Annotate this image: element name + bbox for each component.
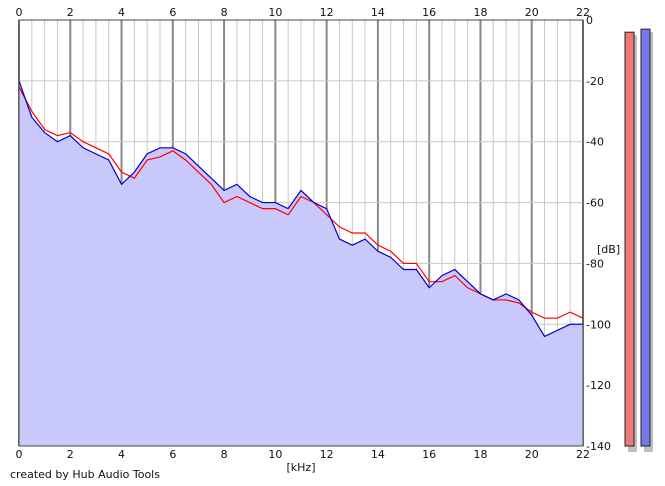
x-tick-label-top: 20 — [525, 6, 539, 19]
y-tick-label: -80 — [586, 257, 604, 270]
spectrum-fill-area — [19, 80, 583, 446]
x-tick-label-top: 6 — [169, 6, 176, 19]
x-tick-label-top: 16 — [422, 6, 436, 19]
x-tick-label-bottom: 4 — [118, 448, 125, 461]
blue-channel-line — [18, 80, 583, 338]
x-tick-label-bottom: 22 — [576, 448, 590, 461]
x-tick-label-bottom: 12 — [320, 448, 334, 461]
y-tick-label: -60 — [586, 197, 604, 210]
y-tick-label: -100 — [586, 318, 611, 331]
x-tick-label-bottom: 6 — [169, 448, 176, 461]
x-tick-label-bottom: 10 — [268, 448, 282, 461]
x-tick-label-bottom: 0 — [16, 448, 23, 461]
x-tick-label-bottom: 16 — [422, 448, 436, 461]
x-tick-label-top: 4 — [118, 6, 125, 19]
x-tick-label-top: 2 — [67, 6, 74, 19]
level-meter-blue — [640, 28, 651, 447]
credit-text: created by Hub Audio Tools — [10, 468, 160, 481]
x-tick-label-bottom: 18 — [473, 448, 487, 461]
y-tick-label: 0 — [586, 14, 593, 27]
x-axis-label: [kHz] — [287, 461, 316, 474]
x-tick-label-top: 12 — [320, 6, 334, 19]
x-tick-label-top: 10 — [268, 6, 282, 19]
x-tick-label-top: 14 — [371, 6, 385, 19]
x-tick-label-top: 8 — [221, 6, 228, 19]
y-tick-label: -20 — [586, 75, 604, 88]
y-tick-label: -40 — [586, 136, 604, 149]
tick-labels: 002244668810101212141416161818202022220-… — [16, 6, 611, 461]
level-meter-red — [624, 31, 635, 447]
x-tick-label-bottom: 20 — [525, 448, 539, 461]
x-tick-label-top: 22 — [576, 6, 590, 19]
x-tick-label-bottom: 2 — [67, 448, 74, 461]
y-tick-label: -120 — [586, 379, 611, 392]
level-meters — [624, 28, 653, 453]
x-tick-label-top: 18 — [473, 6, 487, 19]
x-tick-label-top: 0 — [16, 6, 23, 19]
x-tick-label-bottom: 14 — [371, 448, 385, 461]
plot-frame — [18, 19, 584, 447]
y-axis-label: [dB] — [597, 243, 620, 256]
y-tick-label: -140 — [586, 440, 611, 453]
x-tick-label-bottom: 8 — [221, 448, 228, 461]
